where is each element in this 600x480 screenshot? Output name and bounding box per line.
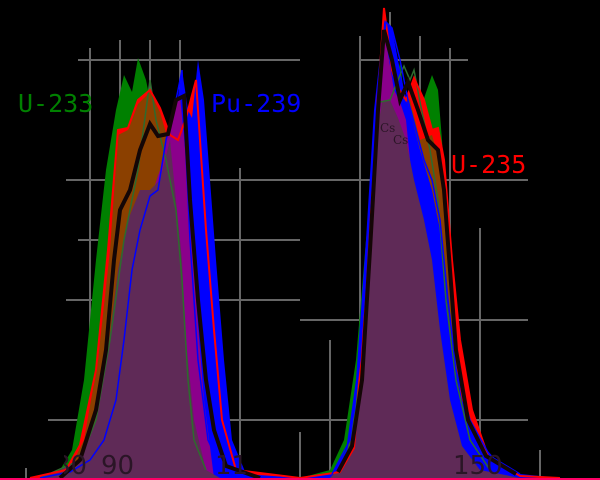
legend-pu239: Pu-239 [211,89,302,118]
x-tick-90: 90 [101,451,135,480]
x-tick-110: 11 [215,451,249,480]
series-pu239-line [39,20,521,479]
overlap-fill [40,100,520,478]
x-tick-150: 150 [453,451,503,480]
x-tick-80: 80 [54,451,88,480]
series-u238-line [58,29,518,480]
series-u235-line [29,7,561,480]
annotation-cs-2: Cs [393,133,409,147]
legend-u233: U-233 [18,89,94,118]
series-pu239-fill [100,20,560,478]
legend-u235: U-235 [451,150,527,179]
annotation-cs-1: Cs [380,121,396,135]
